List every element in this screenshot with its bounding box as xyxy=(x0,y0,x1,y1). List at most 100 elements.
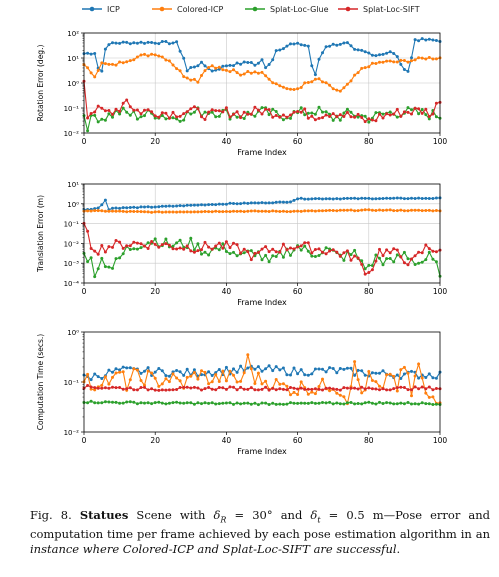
data-point xyxy=(228,117,232,121)
data-point xyxy=(402,365,406,369)
data-point xyxy=(100,383,104,387)
data-point xyxy=(278,402,282,406)
data-point xyxy=(185,244,189,248)
data-point xyxy=(256,403,260,407)
data-point xyxy=(374,62,378,65)
data-point xyxy=(160,204,164,208)
data-point xyxy=(246,353,250,357)
data-point xyxy=(96,386,100,390)
data-point xyxy=(178,69,182,73)
legend-label: Splat-Loc-Glue xyxy=(270,5,329,14)
data-point xyxy=(246,209,250,213)
legend-label: Colored-ICP xyxy=(177,5,224,14)
y-tick-label: 10¹ xyxy=(67,55,79,63)
data-point xyxy=(114,257,118,261)
data-point xyxy=(321,209,324,213)
data-point xyxy=(157,205,161,209)
data-point xyxy=(111,400,114,404)
data-point xyxy=(114,41,118,45)
data-point xyxy=(178,204,182,208)
data-point xyxy=(146,401,150,405)
data-point xyxy=(178,379,182,383)
data-point xyxy=(164,242,168,246)
data-point xyxy=(410,402,413,406)
data-point xyxy=(111,245,114,249)
data-point xyxy=(335,209,339,213)
data-point xyxy=(146,205,150,209)
data-point xyxy=(228,385,232,389)
data-point xyxy=(135,247,139,251)
data-point xyxy=(356,209,360,213)
data-point xyxy=(207,401,211,405)
data-point xyxy=(321,377,324,381)
data-point xyxy=(406,69,410,73)
data-point xyxy=(395,373,399,377)
data-point xyxy=(296,110,300,113)
data-point xyxy=(289,113,292,117)
data-point xyxy=(118,386,122,389)
data-point xyxy=(175,247,179,251)
data-point xyxy=(217,402,221,406)
data-point xyxy=(374,54,378,58)
data-point xyxy=(338,197,342,201)
data-point xyxy=(313,255,317,258)
data-point xyxy=(178,49,182,53)
series-colored-icp xyxy=(82,208,442,214)
data-point xyxy=(214,66,218,70)
data-point xyxy=(370,401,374,405)
data-point xyxy=(331,197,335,201)
data-point xyxy=(385,112,389,116)
data-point xyxy=(349,110,353,114)
data-point xyxy=(235,243,239,247)
data-point xyxy=(395,386,399,390)
data-point xyxy=(111,115,114,119)
data-point xyxy=(128,42,132,46)
data-point xyxy=(196,64,200,68)
data-point xyxy=(114,367,118,371)
data-point xyxy=(299,244,303,248)
data-point xyxy=(349,366,353,370)
data-point xyxy=(182,204,186,208)
data-point xyxy=(239,379,243,383)
data-point xyxy=(96,209,100,213)
plot-frame xyxy=(83,183,441,284)
plot-frame xyxy=(83,32,441,134)
data-point xyxy=(356,48,360,52)
data-point xyxy=(114,239,118,242)
data-point xyxy=(103,386,107,390)
data-point xyxy=(96,69,100,72)
data-point xyxy=(217,114,221,118)
data-point xyxy=(210,374,214,377)
data-point xyxy=(278,210,282,213)
data-point xyxy=(135,210,139,213)
y-tick-label: 10⁻² xyxy=(64,130,80,138)
data-point xyxy=(107,368,111,372)
data-point xyxy=(431,197,435,200)
data-point xyxy=(271,201,275,205)
data-point xyxy=(242,251,246,255)
data-point xyxy=(153,53,157,57)
data-point xyxy=(167,210,171,214)
data-point xyxy=(221,369,225,373)
data-point xyxy=(321,401,324,404)
data-point xyxy=(306,209,310,213)
data-point xyxy=(253,209,257,213)
data-point xyxy=(232,209,235,213)
data-point xyxy=(417,107,421,111)
data-point xyxy=(417,208,421,212)
data-point xyxy=(260,247,264,251)
data-point xyxy=(192,402,196,406)
data-point xyxy=(207,210,211,214)
data-point xyxy=(431,38,435,42)
data-point xyxy=(114,371,118,375)
data-point xyxy=(139,112,143,116)
data-point xyxy=(303,43,307,47)
data-point xyxy=(417,387,421,391)
data-point xyxy=(253,251,257,255)
data-point xyxy=(278,84,282,88)
data-point xyxy=(345,110,349,114)
data-point xyxy=(167,380,171,384)
data-point xyxy=(374,402,378,406)
data-point xyxy=(317,105,321,109)
data-point xyxy=(434,196,438,200)
